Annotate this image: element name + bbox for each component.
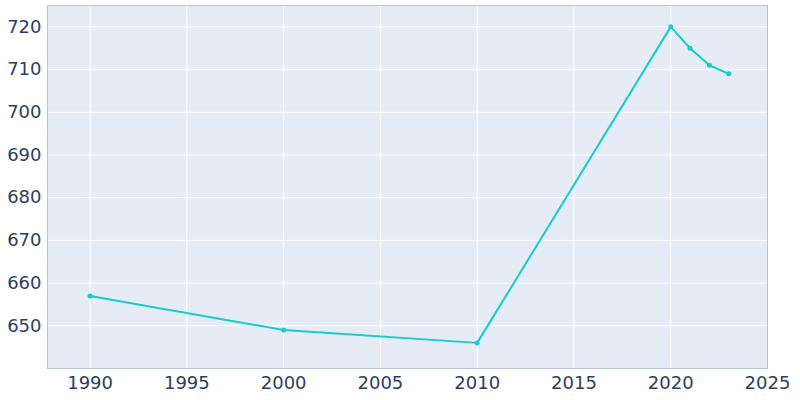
svg-text:1995: 1995 <box>164 372 210 393</box>
svg-text:2025: 2025 <box>745 372 791 393</box>
svg-text:2010: 2010 <box>454 372 500 393</box>
svg-text:710: 710 <box>7 58 41 79</box>
svg-text:1990: 1990 <box>67 372 113 393</box>
svg-text:650: 650 <box>7 315 41 336</box>
svg-text:680: 680 <box>7 186 41 207</box>
svg-text:700: 700 <box>7 101 41 122</box>
svg-text:660: 660 <box>7 272 41 293</box>
svg-text:2015: 2015 <box>551 372 597 393</box>
svg-text:2005: 2005 <box>357 372 403 393</box>
svg-text:670: 670 <box>7 229 41 250</box>
svg-text:2000: 2000 <box>261 372 307 393</box>
svg-text:720: 720 <box>7 16 41 37</box>
svg-text:2020: 2020 <box>648 372 694 393</box>
svg-text:690: 690 <box>7 144 41 165</box>
